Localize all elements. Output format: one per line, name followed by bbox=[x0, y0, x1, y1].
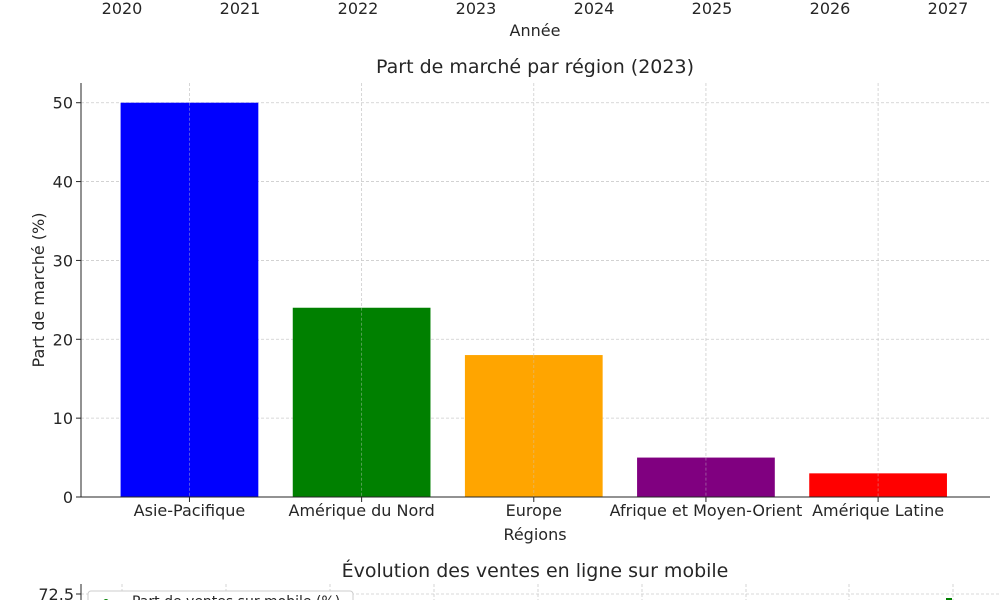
x-tick-label: Amérique du Nord bbox=[289, 501, 435, 520]
x-tick-label: 2021 bbox=[220, 0, 261, 18]
x-axis-label: Année bbox=[510, 21, 561, 40]
y-axis-label: Part de marché (%) bbox=[29, 213, 48, 368]
x-tick-label: 2020 bbox=[102, 0, 143, 18]
x-tick-label: Amérique Latine bbox=[812, 501, 944, 520]
y-tick-label: 30 bbox=[53, 251, 73, 270]
x-axis-label: Régions bbox=[503, 525, 566, 544]
y-tick-label: 72.5 bbox=[38, 585, 74, 600]
legend-label: Part de ventes sur mobile (%) bbox=[132, 594, 340, 600]
x-tick-label: 2022 bbox=[338, 0, 379, 18]
x-tick-label: Europe bbox=[506, 501, 562, 520]
data-point-marker bbox=[946, 598, 952, 600]
y-tick-label: 50 bbox=[53, 94, 73, 113]
y-tick-label: 0 bbox=[63, 488, 73, 507]
chart-title: Évolution des ventes en ligne sur mobile bbox=[342, 559, 729, 582]
x-tick-label: 2023 bbox=[456, 0, 497, 18]
y-tick-label: 10 bbox=[53, 409, 73, 428]
x-tick-label: Asie-Pacifique bbox=[134, 501, 246, 520]
x-tick-label: 2026 bbox=[810, 0, 851, 18]
chart-title: Part de marché par région (2023) bbox=[376, 56, 694, 78]
x-tick-label: 2027 bbox=[928, 0, 969, 18]
x-tick-label: 2024 bbox=[574, 0, 615, 18]
y-tick-label: 40 bbox=[53, 173, 73, 192]
legend-box bbox=[87, 590, 354, 600]
x-tick-label: Afrique et Moyen-Orient bbox=[610, 501, 803, 520]
x-tick-label: 2025 bbox=[692, 0, 733, 18]
y-tick-label: 20 bbox=[53, 330, 73, 349]
